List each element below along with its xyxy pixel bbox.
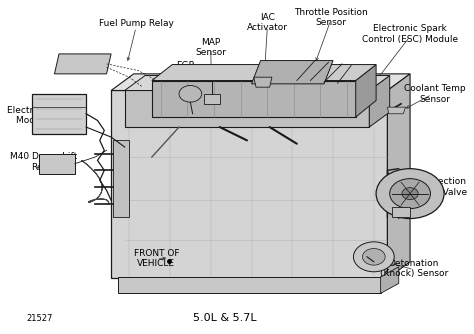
Polygon shape (152, 80, 356, 117)
Text: IAC
Activator: IAC Activator (247, 13, 288, 32)
Polygon shape (387, 74, 410, 279)
Text: M40 Downshift
Relay: M40 Downshift Relay (10, 152, 78, 172)
Circle shape (354, 242, 394, 272)
Polygon shape (381, 267, 399, 293)
Polygon shape (38, 154, 75, 174)
Text: AIR Injection
Control Valve: AIR Injection Control Valve (407, 177, 467, 197)
Polygon shape (111, 74, 410, 91)
Polygon shape (252, 60, 333, 84)
Polygon shape (204, 94, 220, 104)
Circle shape (376, 169, 444, 218)
Text: Detonation
(Knock) Sensor: Detonation (Knock) Sensor (380, 259, 448, 278)
Polygon shape (125, 91, 369, 127)
Text: Electronic Control
Module (ECM): Electronic Control Module (ECM) (7, 106, 87, 125)
Text: 5.0L & 5.7L: 5.0L & 5.7L (192, 313, 256, 323)
Polygon shape (111, 91, 387, 279)
Polygon shape (55, 54, 111, 74)
Polygon shape (118, 277, 381, 293)
Polygon shape (369, 75, 390, 127)
Text: FRONT OF
VEHICLE: FRONT OF VEHICLE (134, 249, 179, 268)
Text: EGR
Solenoid: EGR Solenoid (166, 61, 205, 80)
Text: Fuel Pump Relay: Fuel Pump Relay (99, 19, 173, 28)
Polygon shape (152, 64, 376, 80)
Circle shape (179, 86, 202, 102)
Polygon shape (392, 207, 410, 217)
Polygon shape (113, 140, 129, 217)
Polygon shape (387, 107, 406, 114)
Text: Electronic Spark
Control (ESC) Module: Electronic Spark Control (ESC) Module (362, 24, 458, 44)
Text: Coolant Temp
Sensor: Coolant Temp Sensor (404, 84, 466, 104)
Polygon shape (356, 64, 376, 117)
Circle shape (390, 179, 430, 208)
Text: MAP
Sensor: MAP Sensor (195, 37, 226, 57)
Polygon shape (32, 94, 86, 134)
Circle shape (402, 188, 418, 200)
Circle shape (363, 248, 385, 265)
Text: Throttle Position
Sensor: Throttle Position Sensor (294, 8, 368, 27)
Polygon shape (254, 77, 272, 87)
Polygon shape (125, 75, 390, 91)
Text: 21527: 21527 (26, 314, 52, 323)
